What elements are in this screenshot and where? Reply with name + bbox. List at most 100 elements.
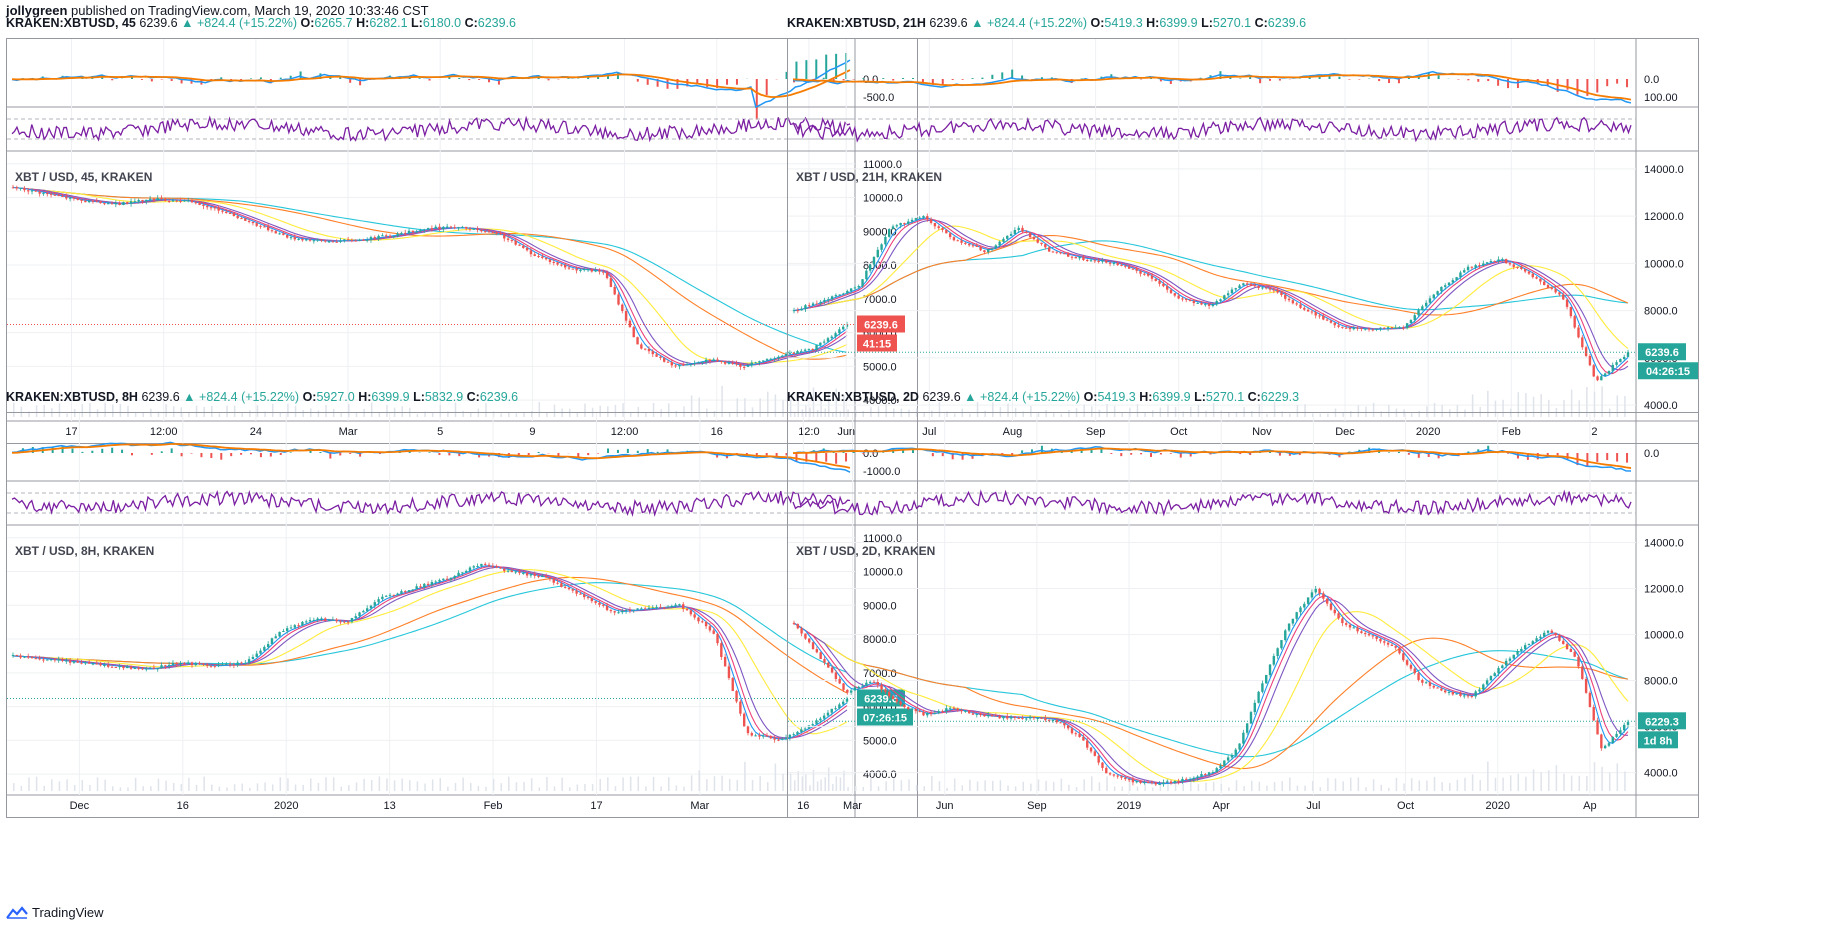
volume-bar — [1456, 405, 1459, 417]
chart-frame[interactable]: 17 12:00 24 Mar 5 9 12:00 16 12:0 0.0 -500.0 11000.… — [6, 38, 918, 444]
macd-histogram-bar — [220, 453, 223, 460]
volume-bar — [599, 405, 601, 417]
candle-body — [305, 621, 308, 623]
chart-frame[interactable]: Mar Jun Sep 2019 Apr Jul Oct 2020 Ap 0.0 14000.0 12… — [787, 412, 1699, 818]
candle-body — [811, 303, 815, 306]
volume-bar — [325, 404, 327, 417]
volume-bar — [1030, 406, 1032, 417]
candle-body — [975, 245, 978, 247]
volume-bar — [409, 780, 411, 791]
symbol-name[interactable]: KRAKEN:XBTUSD, 21H — [787, 16, 926, 30]
volume-bar — [431, 779, 434, 791]
macd-histogram-bar — [1298, 453, 1301, 456]
candle-body — [1070, 256, 1074, 258]
macd-histogram-bar — [805, 60, 808, 79]
chart-frame[interactable]: Dec 16 2020 13 Feb 17 Mar 16 0.0 -1000.0 11000.0 10… — [6, 412, 918, 818]
volume-bar — [794, 411, 796, 417]
chart-panel[interactable]: KRAKEN:XBTUSD, 8H 6239.6 ▲ +824.4 (+15.2… — [6, 390, 918, 818]
candle-body — [225, 663, 228, 665]
volume-bar — [51, 779, 53, 791]
x-tick-label: 16 — [177, 800, 189, 812]
candle-body — [804, 305, 807, 310]
candle-body — [647, 349, 651, 352]
candle-body — [575, 590, 578, 594]
candle-body — [876, 249, 879, 258]
candle-body — [773, 738, 776, 740]
volume-bar — [1136, 404, 1139, 417]
macd-histogram-bar — [755, 79, 758, 120]
candle-body — [594, 601, 597, 603]
volume-bar — [675, 410, 678, 417]
symbol-header: KRAKEN:XBTUSD, 8H 6239.6 ▲ +824.4 (+15.2… — [6, 390, 519, 404]
candle-body — [1234, 749, 1237, 755]
volume-bar — [1106, 404, 1108, 417]
candle-body — [1497, 259, 1500, 262]
candle-body — [396, 233, 399, 237]
volume-bar — [142, 411, 144, 417]
volume-bar — [629, 411, 632, 417]
chart-svg[interactable]: 17 12:00 24 Mar 5 9 12:00 16 12:00.0-500.011000.… — [7, 39, 917, 443]
candle-body — [1577, 327, 1580, 338]
candle-body — [1280, 292, 1283, 296]
volume-bar — [931, 410, 933, 417]
volume-bar — [614, 404, 617, 417]
candle-body — [758, 361, 761, 363]
candle-body — [941, 711, 944, 713]
volume-bar — [508, 776, 510, 791]
symbol-name[interactable]: KRAKEN:XBTUSD, 45 — [6, 16, 136, 30]
candle-body — [1444, 285, 1447, 287]
volume-bar — [81, 404, 84, 417]
chart-panel[interactable]: KRAKEN:XBTUSD, 45 6239.6 ▲ +824.4 (+15.2… — [6, 16, 918, 444]
candle-body — [1600, 376, 1603, 381]
volume-bar — [1289, 777, 1291, 791]
candle-body — [95, 200, 98, 202]
chart-svg[interactable]: Jun Jul Aug Sep Oct Nov Dec 2020 Feb 20.0100.0014… — [788, 39, 1698, 443]
candle-body — [308, 620, 312, 622]
volume-bar — [66, 413, 68, 417]
candle-body — [1169, 781, 1173, 784]
volume-bar — [172, 406, 175, 417]
candle-body — [903, 704, 906, 708]
chart-panel[interactable]: KRAKEN:XBTUSD, 21H 6239.6 ▲ +824.4 (+15.… — [787, 16, 1699, 444]
candle-body — [27, 190, 30, 192]
candle-body — [1181, 298, 1184, 300]
chart-svg[interactable]: Dec 16 2020 13 Feb 17 Mar 160.0-1000.011000.010… — [7, 413, 917, 817]
candle-body — [1181, 778, 1184, 782]
volume-bar — [469, 782, 472, 791]
volume-bar — [816, 781, 819, 791]
last-price-label: 6239.6 — [864, 319, 898, 331]
macd-histogram-bar — [557, 453, 560, 457]
candle-body — [876, 681, 879, 685]
chart-panel[interactable]: KRAKEN:XBTUSD, 2D 6239.6 ▲ +824.4 (+15.2… — [787, 390, 1699, 818]
volume-bar — [211, 406, 213, 417]
candle-body — [1405, 323, 1409, 329]
candle-body — [11, 654, 15, 656]
candle-body — [914, 708, 918, 712]
chart-frame[interactable]: Jun Jul Aug Sep Oct Nov Dec 2020 Feb 2 0.0 100.00 14… — [787, 38, 1699, 444]
chart-svg[interactable]: Mar Jun Sep 2019 Apr Jul Oct 2020 Ap0.014000.012… — [788, 413, 1698, 817]
candle-body — [735, 363, 738, 365]
candle-body — [419, 586, 422, 588]
moving-average-line — [793, 599, 1629, 784]
candle-body — [838, 329, 841, 334]
candle-body — [1306, 309, 1310, 312]
symbol-name[interactable]: KRAKEN:XBTUSD, 8H — [6, 390, 138, 404]
candle-body — [865, 682, 868, 686]
candle-body — [1166, 781, 1169, 783]
candle-body — [826, 338, 830, 342]
volume-bar — [515, 782, 518, 791]
candle-body — [1352, 627, 1356, 629]
volume-bar — [538, 787, 541, 791]
candle-body — [137, 667, 140, 669]
volume-bar — [683, 786, 685, 791]
macd-histogram-bar — [931, 453, 934, 457]
candle-body — [914, 218, 918, 220]
volume-bar — [43, 785, 45, 791]
candle-body — [544, 576, 548, 578]
candle-body — [788, 734, 792, 738]
x-tick-label: 24 — [250, 426, 262, 438]
author[interactable]: jollygreen — [6, 3, 68, 18]
symbol-name[interactable]: KRAKEN:XBTUSD, 2D — [787, 390, 919, 404]
tradingview-logo[interactable]: TradingView — [6, 905, 104, 920]
macd-tick-label: 100.00 — [1644, 92, 1678, 104]
